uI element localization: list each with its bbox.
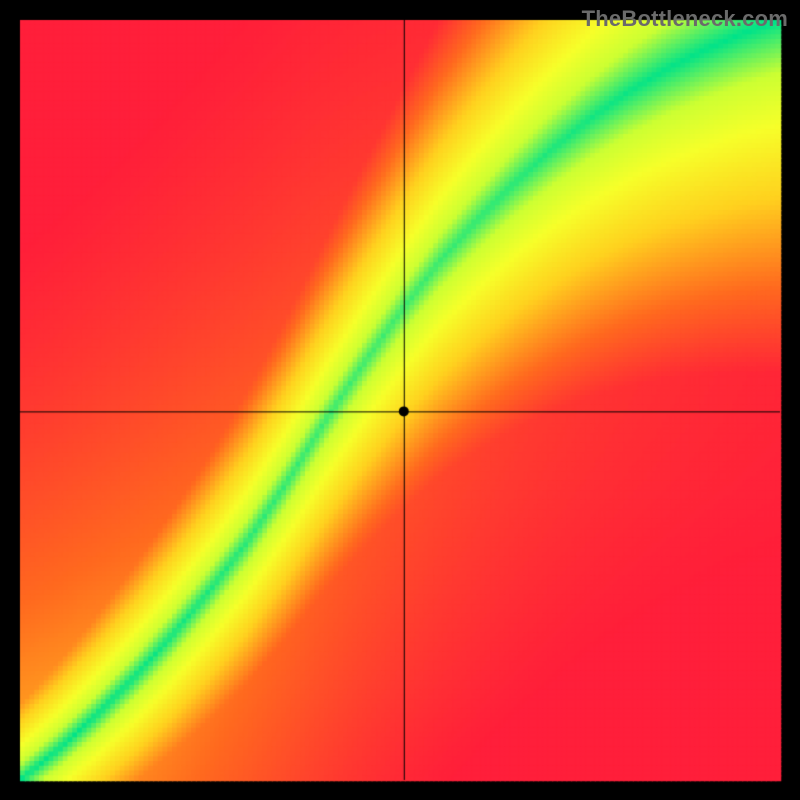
- chart-stage: TheBottleneck.com: [0, 0, 800, 800]
- bottleneck-heatmap-canvas: [0, 0, 800, 800]
- watermark-label: TheBottleneck.com: [582, 6, 788, 32]
